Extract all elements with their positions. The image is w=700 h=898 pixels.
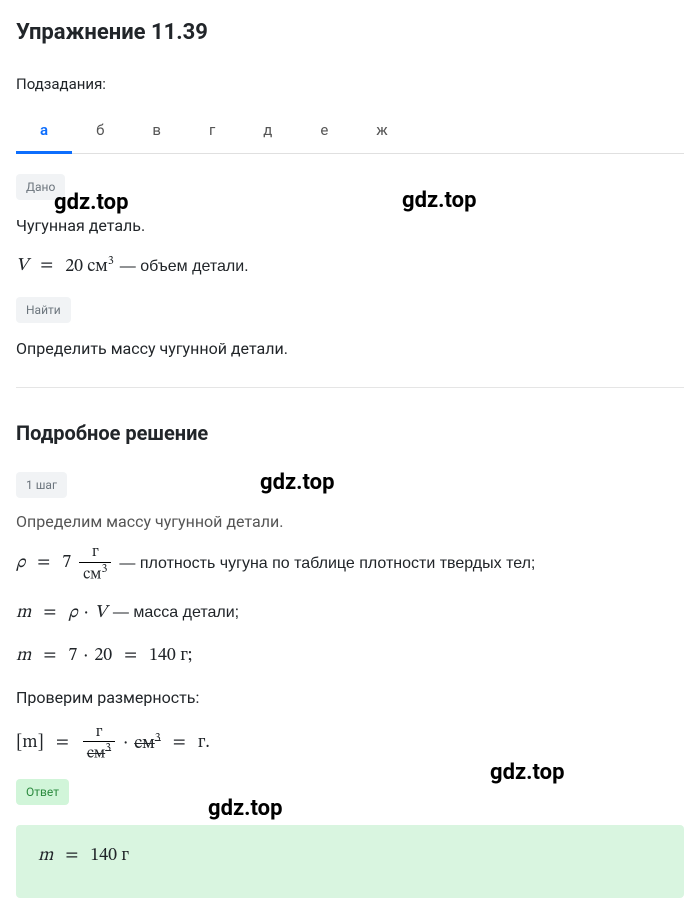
subtasks-label: Подзадания:: [16, 73, 684, 96]
v-in-mass: V: [95, 600, 107, 627]
calc-result: 140 г;: [149, 643, 192, 670]
check-dimension-label: Проверим размерность:: [16, 686, 684, 710]
tab-a[interactable]: а: [16, 111, 72, 155]
given-description: Чугунная деталь.: [16, 214, 684, 238]
watermark-text: gdz.top: [260, 466, 334, 499]
mass-var: m: [16, 643, 31, 670]
dim-result: г.: [198, 730, 210, 757]
dot-operator: ·: [123, 730, 128, 757]
answer-var: m: [38, 843, 53, 870]
subtask-tabs: а б в г д е ж: [16, 110, 684, 155]
equals-sign: =: [37, 600, 62, 627]
volume-formula: V = 20 см3 — объем детали.: [16, 252, 684, 281]
equals-sign: =: [59, 843, 84, 870]
density-formula: ρ = 7 г см3 — плотность чугуна по таблиц…: [16, 544, 684, 584]
exercise-title: Упражнение 11.39: [16, 16, 684, 49]
dot-operator: ·: [83, 643, 88, 670]
page-root: Упражнение 11.39 Подзадания: а б в г д е…: [16, 16, 684, 898]
mass-formula: m = ρ · V — масса детали;: [16, 600, 684, 627]
tab-zh[interactable]: ж: [352, 111, 412, 155]
step-1-text: Определим массу чугунной детали.: [16, 510, 684, 534]
tab-e[interactable]: е: [296, 111, 352, 155]
watermark-text: gdz.top: [208, 792, 282, 825]
rho-value: 7: [62, 550, 71, 577]
tab-d[interactable]: д: [239, 111, 296, 155]
dim-lhs: [m]: [16, 730, 44, 757]
mass-note: — масса детали;: [113, 601, 239, 625]
equals-sign: =: [118, 643, 143, 670]
calc-a: 7: [68, 643, 77, 670]
tab-g[interactable]: г: [185, 111, 239, 155]
answer-badge: Ответ: [16, 779, 69, 805]
equals-sign: =: [34, 253, 59, 280]
equals-sign: =: [50, 730, 75, 757]
mass-calculation: m = 7 · 20 = 140 г;: [16, 643, 684, 670]
rho-unit-fraction: г см3: [79, 544, 111, 584]
mass-var: m: [16, 600, 31, 627]
calc-b: 20: [94, 643, 112, 670]
rho-var: ρ: [16, 550, 25, 577]
answer-formula: m = 140 г: [38, 843, 662, 870]
volume-var: V: [16, 253, 28, 280]
dim-fraction: г см3: [83, 724, 115, 764]
rho-note: — плотность чугуна по таблице плотности …: [119, 552, 535, 576]
step-1-badge: 1 шаг: [16, 472, 67, 498]
tab-v[interactable]: в: [128, 111, 185, 155]
find-text: Определить массу чугунной детали.: [16, 337, 684, 361]
section-divider: [16, 387, 684, 388]
dot-operator: ·: [84, 600, 89, 627]
tab-b[interactable]: б: [72, 111, 128, 155]
equals-sign: =: [37, 643, 62, 670]
equals-sign: =: [31, 550, 56, 577]
answer-box: m = 140 г: [16, 825, 684, 898]
given-badge: Дано: [16, 174, 65, 200]
rho-in-mass: ρ: [68, 600, 77, 627]
solution-title: Подробное решение: [16, 418, 684, 448]
equals-sign: =: [167, 730, 192, 757]
answer-value: 140 г: [90, 843, 129, 870]
volume-note: — объем детали.: [120, 255, 249, 279]
find-badge: Найти: [16, 297, 71, 323]
dim-strike-cm3: см3: [134, 729, 161, 758]
dimension-check: [m] = г см3 · см3 = г.: [16, 724, 684, 764]
volume-value: 20 см3: [65, 252, 114, 281]
watermark-text: gdz.top: [402, 184, 476, 217]
